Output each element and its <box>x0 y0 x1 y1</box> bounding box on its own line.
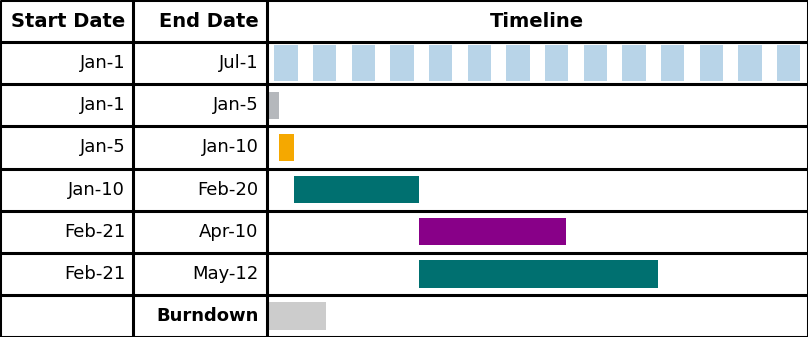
FancyBboxPatch shape <box>351 45 375 81</box>
FancyBboxPatch shape <box>429 45 452 81</box>
Text: May-12: May-12 <box>192 265 259 283</box>
Text: Jan-1: Jan-1 <box>80 54 125 72</box>
FancyBboxPatch shape <box>0 126 808 168</box>
FancyBboxPatch shape <box>390 45 414 81</box>
FancyBboxPatch shape <box>0 168 808 211</box>
Text: Apr-10: Apr-10 <box>200 223 259 241</box>
Text: Feb-21: Feb-21 <box>64 265 125 283</box>
FancyBboxPatch shape <box>622 45 646 81</box>
FancyBboxPatch shape <box>293 176 419 203</box>
Text: End Date: End Date <box>159 11 259 31</box>
Text: Burndown: Burndown <box>156 307 259 325</box>
FancyBboxPatch shape <box>0 253 808 295</box>
Text: Jan-1: Jan-1 <box>80 96 125 114</box>
FancyBboxPatch shape <box>700 45 723 81</box>
FancyBboxPatch shape <box>545 45 568 81</box>
FancyBboxPatch shape <box>583 45 607 81</box>
FancyBboxPatch shape <box>739 45 762 81</box>
Text: Jan-5: Jan-5 <box>79 139 125 156</box>
FancyBboxPatch shape <box>0 84 808 126</box>
FancyBboxPatch shape <box>661 45 684 81</box>
FancyBboxPatch shape <box>275 45 297 81</box>
FancyBboxPatch shape <box>0 211 808 253</box>
Text: Start Date: Start Date <box>11 11 125 31</box>
Text: Jan-10: Jan-10 <box>202 139 259 156</box>
FancyBboxPatch shape <box>267 302 326 330</box>
Text: Jul-1: Jul-1 <box>219 54 259 72</box>
FancyBboxPatch shape <box>419 260 659 287</box>
FancyBboxPatch shape <box>468 45 491 81</box>
FancyBboxPatch shape <box>777 45 800 81</box>
FancyBboxPatch shape <box>279 134 293 161</box>
Text: Timeline: Timeline <box>490 11 584 31</box>
Text: Feb-21: Feb-21 <box>64 223 125 241</box>
FancyBboxPatch shape <box>507 45 529 81</box>
FancyBboxPatch shape <box>0 42 808 84</box>
FancyBboxPatch shape <box>0 295 808 337</box>
Text: Jan-10: Jan-10 <box>69 181 125 198</box>
FancyBboxPatch shape <box>267 92 279 119</box>
FancyBboxPatch shape <box>313 45 336 81</box>
FancyBboxPatch shape <box>419 218 566 245</box>
Text: Jan-5: Jan-5 <box>213 96 259 114</box>
Text: Feb-20: Feb-20 <box>197 181 259 198</box>
FancyBboxPatch shape <box>0 0 808 42</box>
